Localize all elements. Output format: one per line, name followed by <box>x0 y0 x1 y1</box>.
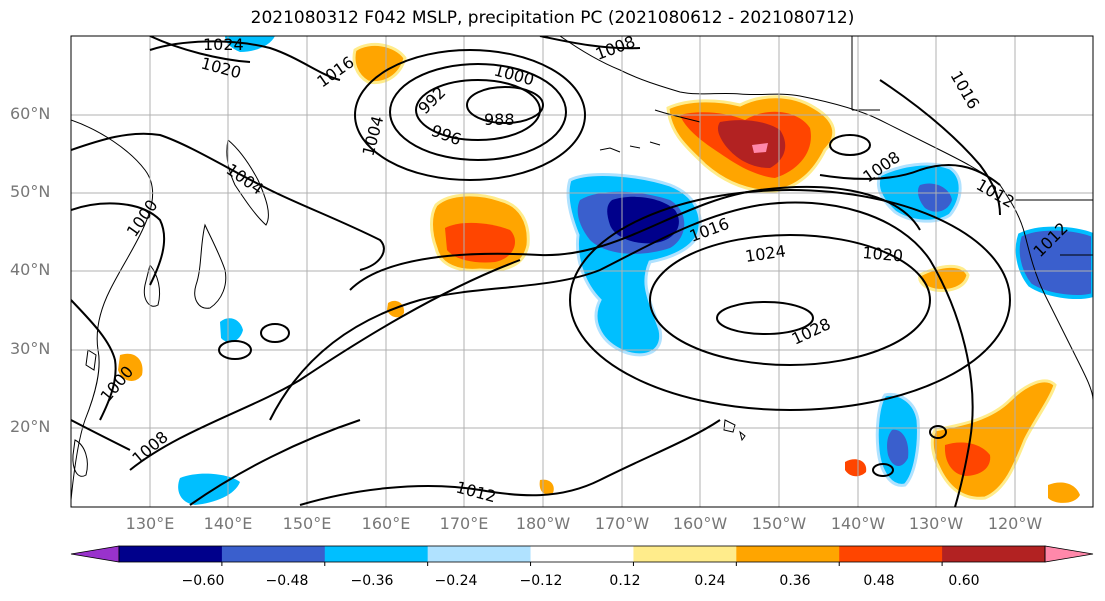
colorbar-segment <box>633 546 737 562</box>
colorbar-label: 0.24 <box>694 573 726 589</box>
map-title: 2021080312 F042 MSLP, precipitation PC (… <box>250 8 855 28</box>
colorbar-label: −0.60 <box>181 573 225 589</box>
lon-label: 160°E <box>361 514 411 533</box>
coastlines <box>71 36 1093 501</box>
lon-label: 170°W <box>594 514 650 533</box>
colorbar-label: −0.24 <box>434 573 478 589</box>
colorbar-segment <box>119 546 223 562</box>
colorbar-label: −0.48 <box>265 573 309 589</box>
colorbar-segment <box>839 546 943 562</box>
lat-label: 50°N <box>10 182 51 201</box>
colorbar-label: 0.48 <box>863 573 895 589</box>
colorbar-extend-low <box>70 545 120 563</box>
lon-label: 150°E <box>282 514 332 533</box>
colorbar-label: 0.12 <box>609 573 641 589</box>
lat-label: 40°N <box>10 260 51 279</box>
graticule <box>71 36 1093 507</box>
colorbar-segment <box>530 546 634 562</box>
lon-label: 140°W <box>830 514 886 533</box>
lon-label: 130°W <box>908 514 964 533</box>
lon-label: 140°E <box>203 514 253 533</box>
contour-label: 1020 <box>862 243 904 265</box>
colorbar-label: 0.60 <box>948 573 980 589</box>
colorbar <box>70 545 1094 566</box>
contour-label: 988 <box>484 110 515 129</box>
mslp-contours <box>71 36 1011 507</box>
colorbar-label: 0.36 <box>779 573 811 589</box>
lat-label: 20°N <box>10 417 51 436</box>
lon-label: 130°E <box>125 514 175 533</box>
colorbar-segment <box>942 546 1046 562</box>
lat-label: 60°N <box>10 104 51 123</box>
colorbar-segment <box>736 546 840 562</box>
contour-label: 1024 <box>203 35 244 54</box>
lat-label: 30°N <box>10 339 51 358</box>
lon-label: 170°E <box>439 514 489 533</box>
colorbar-label: −0.12 <box>519 573 563 589</box>
colorbar-extend-high <box>1044 545 1094 563</box>
colorbar-segment <box>324 546 429 562</box>
map-frame <box>70 35 1094 508</box>
lon-label: 160°W <box>672 514 728 533</box>
lon-label: 120°W <box>987 514 1043 533</box>
lon-label: 150°W <box>751 514 807 533</box>
colorbar-frame <box>118 545 1046 563</box>
colorbar-segment <box>221 546 326 562</box>
lon-label: 180°W <box>515 514 571 533</box>
colorbar-label: −0.36 <box>350 573 394 589</box>
colorbar-segment <box>427 546 532 562</box>
